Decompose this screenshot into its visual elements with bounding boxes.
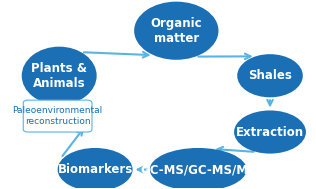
Text: Organic
matter: Organic matter [150,17,202,45]
Text: Extraction: Extraction [236,125,304,139]
Text: Plants &
Animals: Plants & Animals [31,62,87,90]
Ellipse shape [134,2,218,60]
Ellipse shape [22,47,97,105]
Text: GC-MS/GC-MS/MS: GC-MS/GC-MS/MS [140,163,256,176]
Ellipse shape [58,148,133,189]
Text: Biomarkers: Biomarkers [58,163,133,176]
Text: Shales: Shales [248,69,292,82]
Ellipse shape [237,54,303,97]
Ellipse shape [234,110,306,154]
FancyBboxPatch shape [23,100,92,132]
Ellipse shape [150,148,246,189]
Text: Paleoenvironmental
reconstruction: Paleoenvironmental reconstruction [13,106,103,126]
